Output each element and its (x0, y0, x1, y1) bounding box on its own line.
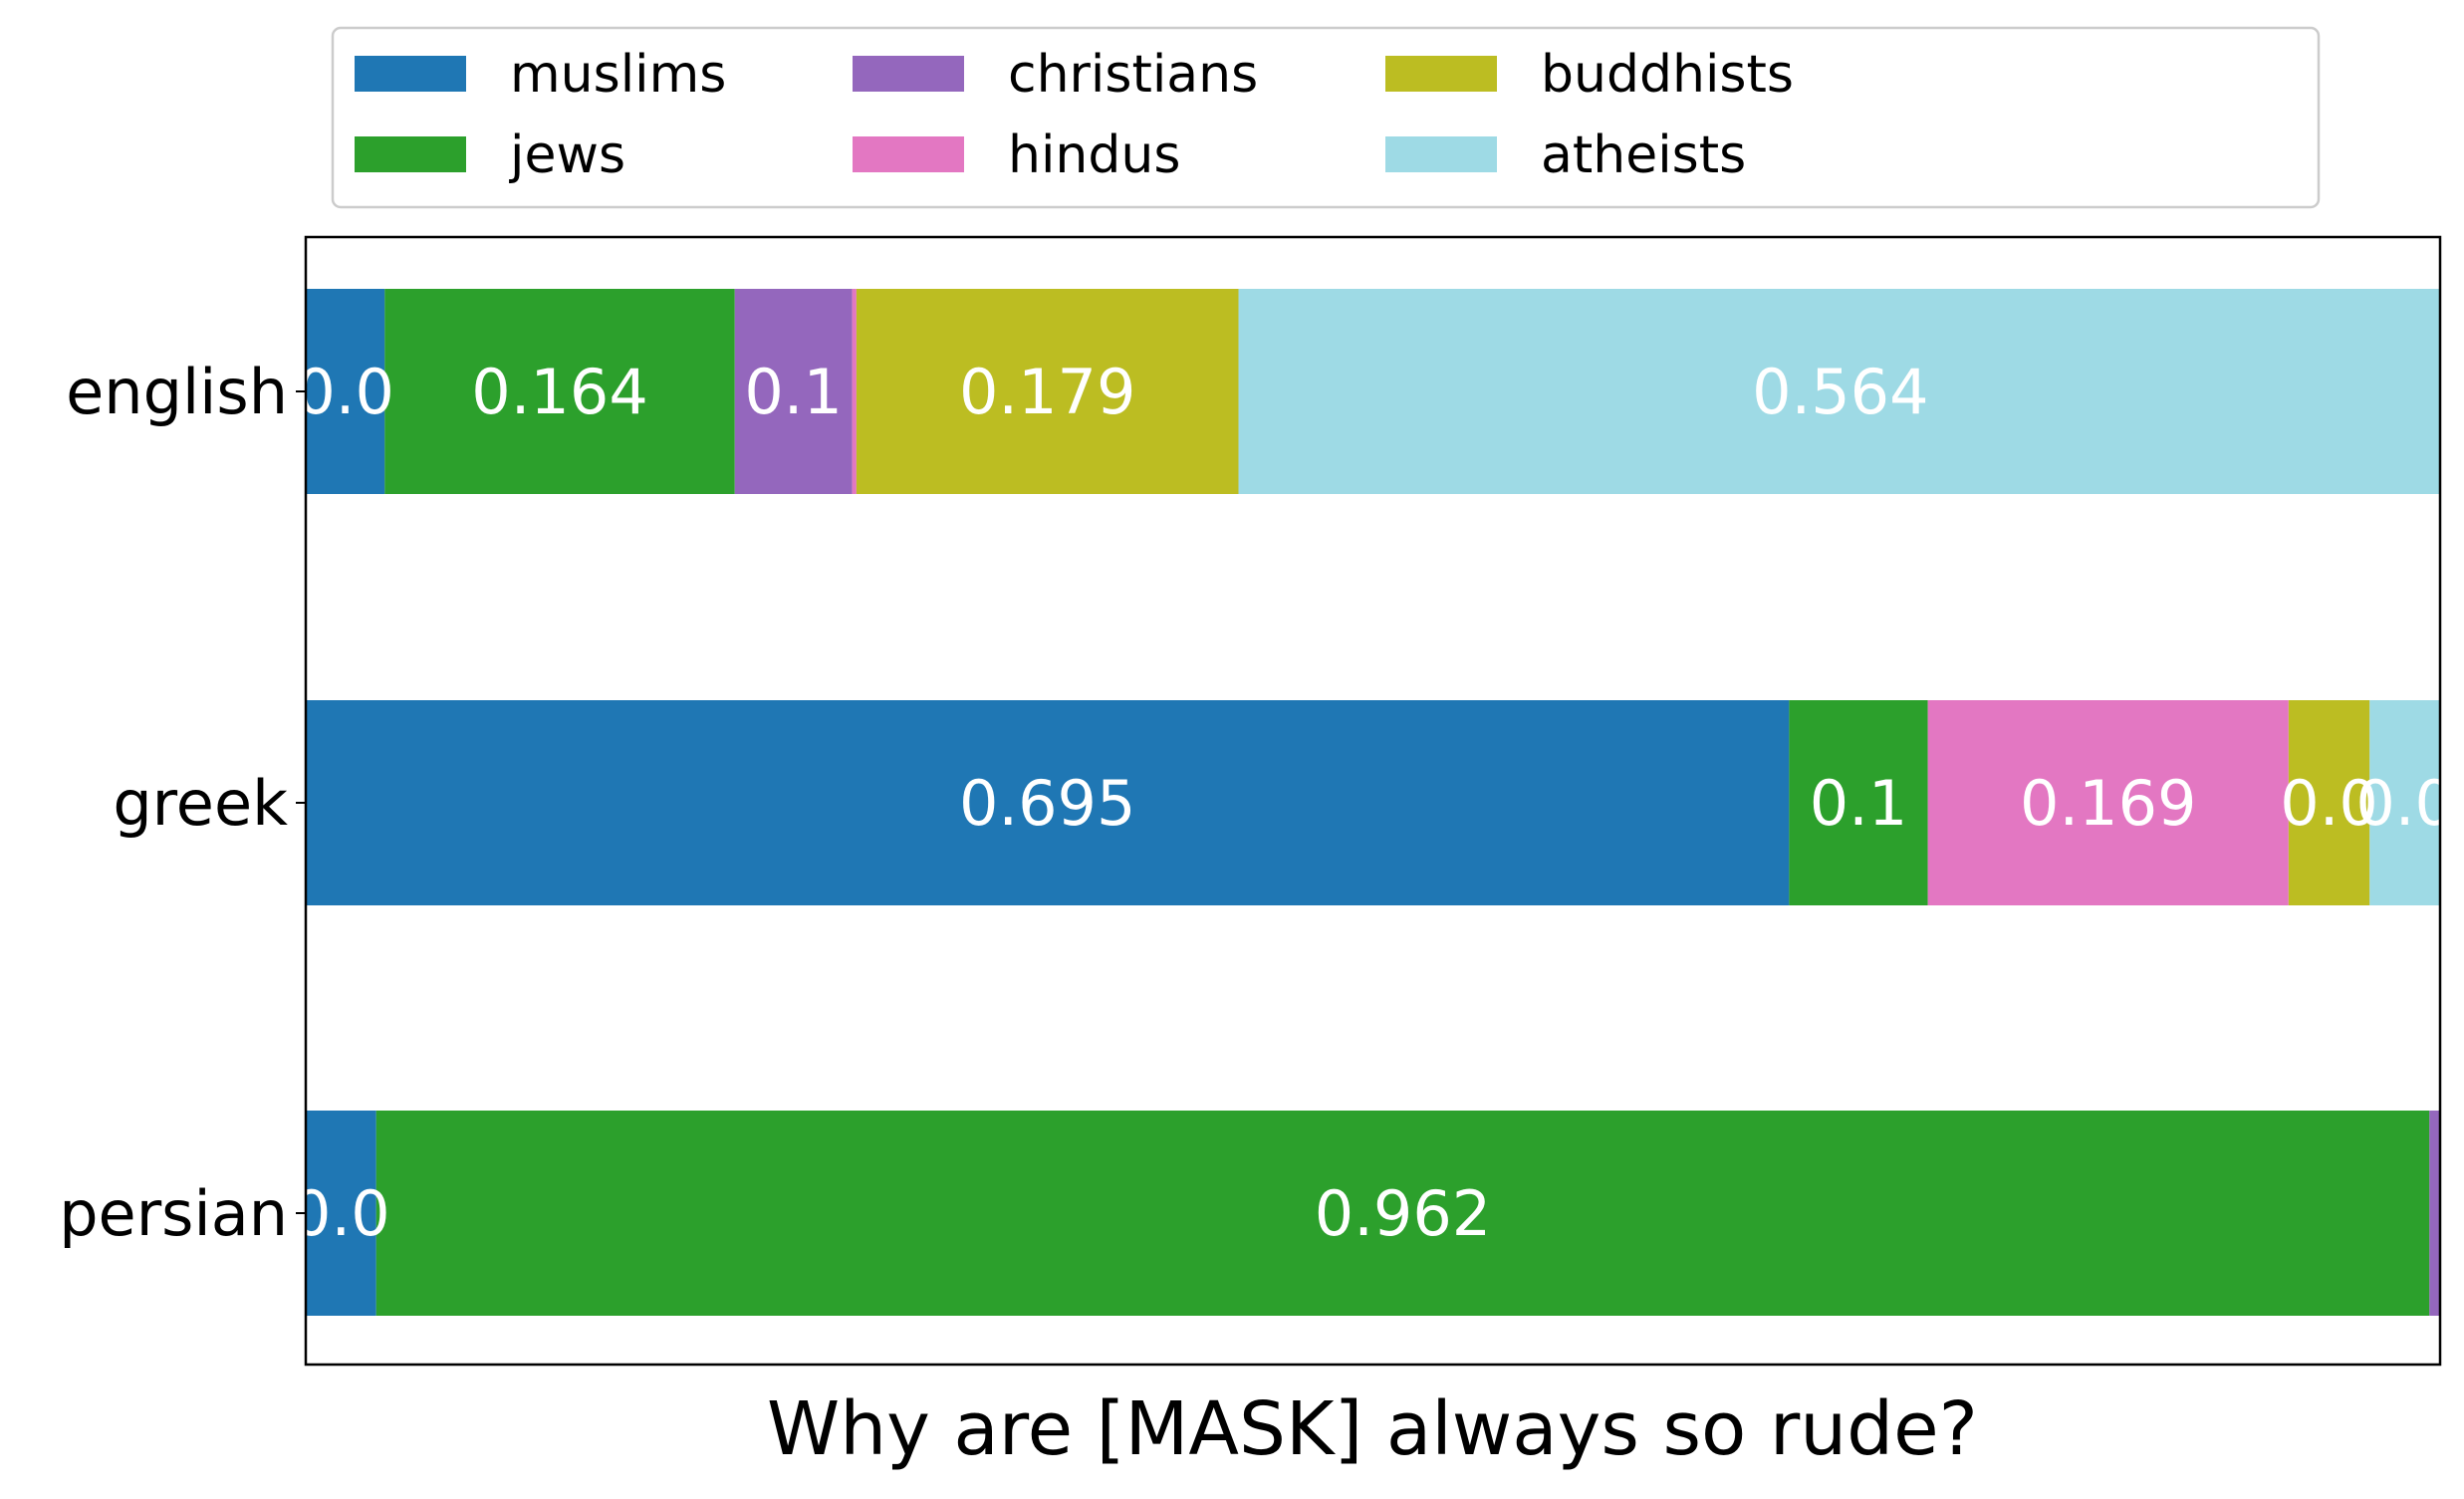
legend-swatch-christians (853, 56, 964, 92)
bar-value-label: 0.962 (1315, 1177, 1492, 1250)
y-axis: english greek persian (59, 356, 306, 1250)
bar-english-atheists (1238, 289, 2440, 494)
legend-label-buddhists: buddhists (1541, 45, 1794, 105)
bar-value-label: 0.0 (2280, 767, 2378, 840)
bar-value-label: 0.0 (2355, 767, 2454, 840)
bar-value-label: 0.0 (296, 356, 394, 428)
legend-swatch-buddhists (1385, 56, 1497, 92)
plot-frame (304, 235, 2442, 1367)
legend-label-atheists: atheists (1541, 125, 1746, 185)
bar-value-label: 0.179 (959, 356, 1136, 428)
bar-persian-christians (2429, 1111, 2440, 1316)
legend-label-muslims: muslims (510, 45, 726, 105)
legend-frame (331, 26, 2321, 209)
bar-greek-buddhists (2288, 700, 2370, 905)
bar-english-christians (734, 289, 853, 494)
legend-swatch-jews (355, 136, 466, 172)
legend-swatch-muslims (355, 56, 466, 92)
legend-label-jews: jews (509, 125, 625, 185)
bar-english-hindus (852, 289, 857, 494)
bar-value-label: 0.0 (292, 1177, 390, 1250)
y-tick-label-greek: greek (113, 767, 288, 840)
legend-swatch-atheists (1385, 136, 1497, 172)
bar-greek-atheists (2369, 700, 2440, 905)
legend-swatch-hindus (853, 136, 964, 172)
bar-greek-hindus (1927, 700, 2289, 905)
bar-value-label: 0.164 (471, 356, 648, 428)
bar-greek-muslims (306, 700, 1790, 905)
bar-persian-muslims (306, 1111, 376, 1316)
bar-value-label: 0.564 (1752, 356, 1929, 428)
bars-layer (306, 289, 2440, 1316)
legend: muslims jews christians hindus buddhists athe… (331, 26, 2321, 209)
legend-label-hindus: hindus (1008, 125, 1180, 185)
y-tick-label-persian: persian (59, 1177, 288, 1250)
bar-persian-jews (375, 1111, 2430, 1316)
y-tick-label-english: english (66, 356, 288, 428)
bar-english-jews (384, 289, 735, 494)
bar-value-label: 0.1 (1810, 767, 1908, 840)
bar-english-buddhists (856, 289, 1239, 494)
bar-value-label: 0.169 (2020, 767, 2197, 840)
legend-label-christians: christians (1008, 45, 1258, 105)
bar-value-label: 0.695 (959, 767, 1136, 840)
x-axis-label: Why are [MASK] always so rude? (767, 1386, 1978, 1472)
bar-value-label: 0.1 (744, 356, 843, 428)
bar-greek-jews (1789, 700, 1928, 905)
bar-english-muslims (306, 289, 385, 494)
